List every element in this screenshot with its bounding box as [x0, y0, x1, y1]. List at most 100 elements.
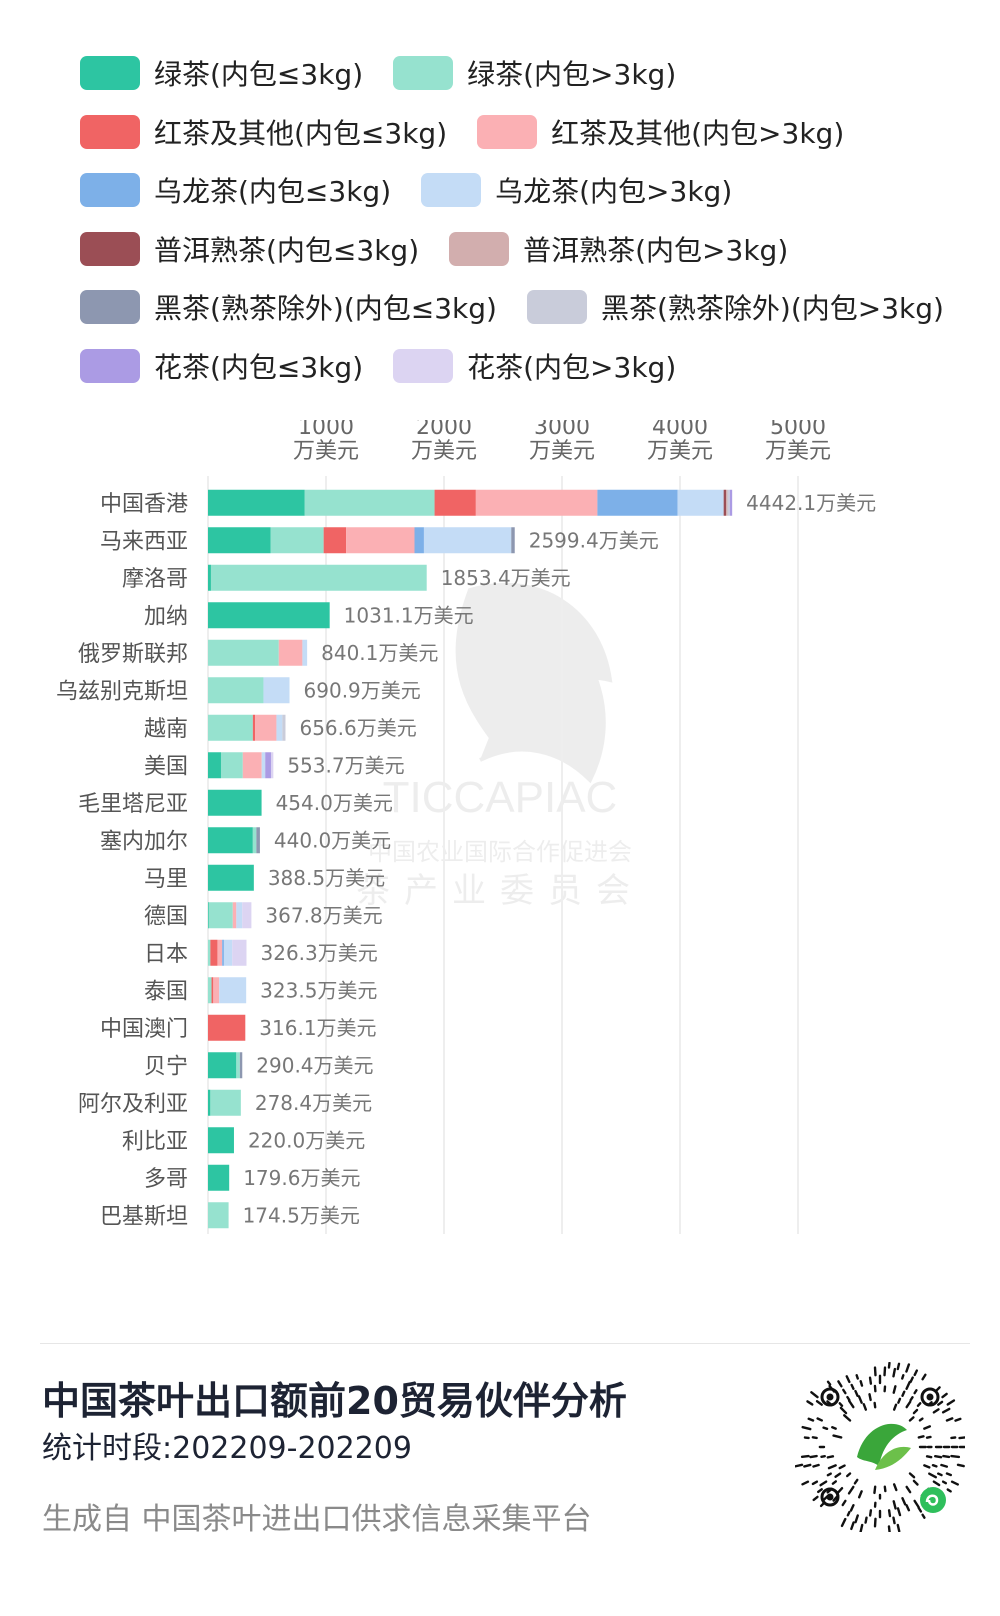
- bar-segment: [208, 939, 211, 966]
- legend-item[interactable]: 普洱熟茶(内包≤3kg): [80, 229, 419, 269]
- bar-segment: [242, 902, 252, 929]
- bar-segment: [302, 639, 308, 666]
- legend-item[interactable]: 普洱熟茶(内包>3kg): [449, 229, 788, 269]
- total-value-label: 326.3万美元: [261, 941, 378, 965]
- legend-label: 红茶及其他(内包>3kg): [551, 116, 845, 150]
- total-value-label: 840.1万美元: [321, 641, 438, 665]
- qr-finder: [820, 1487, 840, 1507]
- qr-mark: [940, 1463, 949, 1468]
- bar-segment: [208, 789, 262, 816]
- legend-row: 乌龙茶(内包≤3kg) 乌龙茶(内包>3kg): [80, 161, 960, 220]
- bar-segment: [232, 939, 247, 966]
- qr-mark: [849, 1504, 855, 1512]
- legend-label: 绿茶(内包>3kg): [467, 58, 677, 92]
- qr-mark: [831, 1480, 838, 1485]
- legend-item[interactable]: 红茶及其他(内包≤3kg): [80, 112, 447, 152]
- x-tick-unit: 万美元: [411, 439, 477, 464]
- leaf-icon: [875, 1446, 911, 1470]
- qr-mark: [925, 1435, 932, 1439]
- qr-mark: [846, 1472, 852, 1478]
- qr-mark: [892, 1516, 896, 1525]
- qr-mark: [853, 1478, 859, 1485]
- legend-item[interactable]: 花茶(内包>3kg): [393, 346, 676, 386]
- legend-label: 花茶(内包>3kg): [467, 350, 677, 384]
- legend-swatch: [393, 56, 454, 91]
- legend-item[interactable]: 黑茶(熟茶除外)(内包≤3kg): [80, 287, 497, 327]
- qr-mark: [912, 1408, 919, 1415]
- qr-mark: [883, 1485, 887, 1493]
- legend-item[interactable]: 绿茶(内包>3kg): [393, 53, 676, 93]
- category-label: 中国香港: [100, 492, 188, 517]
- mini-program-qr-code[interactable]: [795, 1362, 965, 1532]
- qr-mark: [917, 1435, 925, 1439]
- bar-segment: [213, 977, 220, 1004]
- bar-segment: [208, 827, 253, 854]
- legend-row: 红茶及其他(内包≤3kg) 红茶及其他(内包>3kg): [80, 103, 960, 162]
- qr-mark: [811, 1480, 819, 1486]
- qr-finder-dot: [826, 1493, 834, 1501]
- qr-mark: [950, 1480, 959, 1486]
- category-label: 多哥: [144, 1167, 188, 1192]
- bar-segment: [208, 902, 233, 929]
- total-value-label: 553.7万美元: [287, 753, 404, 777]
- qr-mark: [909, 1376, 914, 1384]
- bar-segment: [208, 1089, 211, 1116]
- legend-item[interactable]: 绿茶(内包≤3kg): [80, 53, 363, 93]
- legend-label: 普洱熟茶(内包>3kg): [523, 233, 789, 267]
- qr-mark: [913, 1389, 918, 1395]
- category-label: 加纳: [144, 604, 188, 629]
- qr-mark: [942, 1454, 951, 1459]
- qr-mark: [896, 1362, 901, 1371]
- total-value-label: 454.0万美元: [276, 791, 393, 815]
- bar-segment: [223, 939, 233, 966]
- x-tick-label: 4000: [652, 420, 708, 440]
- bar-segment: [208, 1164, 230, 1191]
- legend-swatch: [526, 290, 587, 325]
- qr-mark: [892, 1367, 897, 1378]
- qr-mark: [954, 1417, 962, 1422]
- qr-mark: [921, 1373, 927, 1381]
- qr-mark: [873, 1401, 877, 1409]
- bar-segment: [511, 527, 515, 554]
- bar-segment: [232, 902, 237, 929]
- qr-mark: [937, 1400, 944, 1406]
- x-tick-label: 2000: [416, 420, 472, 440]
- category-label: 巴基斯坦: [100, 1204, 188, 1229]
- bar-segment: [261, 752, 266, 779]
- legend-item[interactable]: 乌龙茶(内包≤3kg): [80, 170, 391, 210]
- legend-item[interactable]: 乌龙茶(内包>3kg): [421, 170, 732, 210]
- legend-item[interactable]: 红茶及其他(内包>3kg): [477, 112, 844, 152]
- qr-mark: [941, 1392, 948, 1399]
- legend-swatch: [80, 290, 140, 325]
- legend-swatch: [80, 231, 140, 266]
- bar-segment: [252, 714, 256, 741]
- legend-label: 黑茶(熟茶除外)(内包>3kg): [600, 292, 944, 326]
- chart-title: 中国茶叶出口额前20贸易伙伴分析: [42, 1379, 627, 1423]
- qr-mark: [807, 1417, 815, 1422]
- qr-mark: [831, 1426, 837, 1430]
- bar-segment: [208, 1052, 237, 1079]
- bar-segment: [217, 939, 223, 966]
- qr-mark: [843, 1414, 852, 1422]
- qr-mark: [868, 1376, 873, 1385]
- qr-mark: [932, 1408, 940, 1414]
- legend-item[interactable]: 花茶(内包≤3kg): [80, 346, 363, 386]
- qr-mark: [819, 1502, 825, 1508]
- legend-item[interactable]: 黑茶(熟茶除外)(内包>3kg): [526, 287, 944, 327]
- qr-mark: [845, 1375, 851, 1384]
- bar-segment: [346, 527, 415, 554]
- qr-mark: [958, 1436, 965, 1440]
- bar-segment: [256, 827, 260, 854]
- bar-segment: [276, 714, 283, 741]
- bar-segment: [282, 714, 286, 741]
- x-tick-unit: 万美元: [765, 439, 831, 464]
- bar-segment: [208, 864, 254, 891]
- qr-mark: [864, 1516, 868, 1524]
- total-value-label: 316.1万美元: [259, 1016, 376, 1040]
- watermark-leaf-icon: [455, 582, 613, 784]
- qr-mark: [923, 1425, 932, 1430]
- bar-segment: [210, 1089, 241, 1116]
- category-label: 德国: [144, 904, 188, 929]
- qr-mark: [812, 1495, 819, 1502]
- qr-mark: [905, 1363, 911, 1373]
